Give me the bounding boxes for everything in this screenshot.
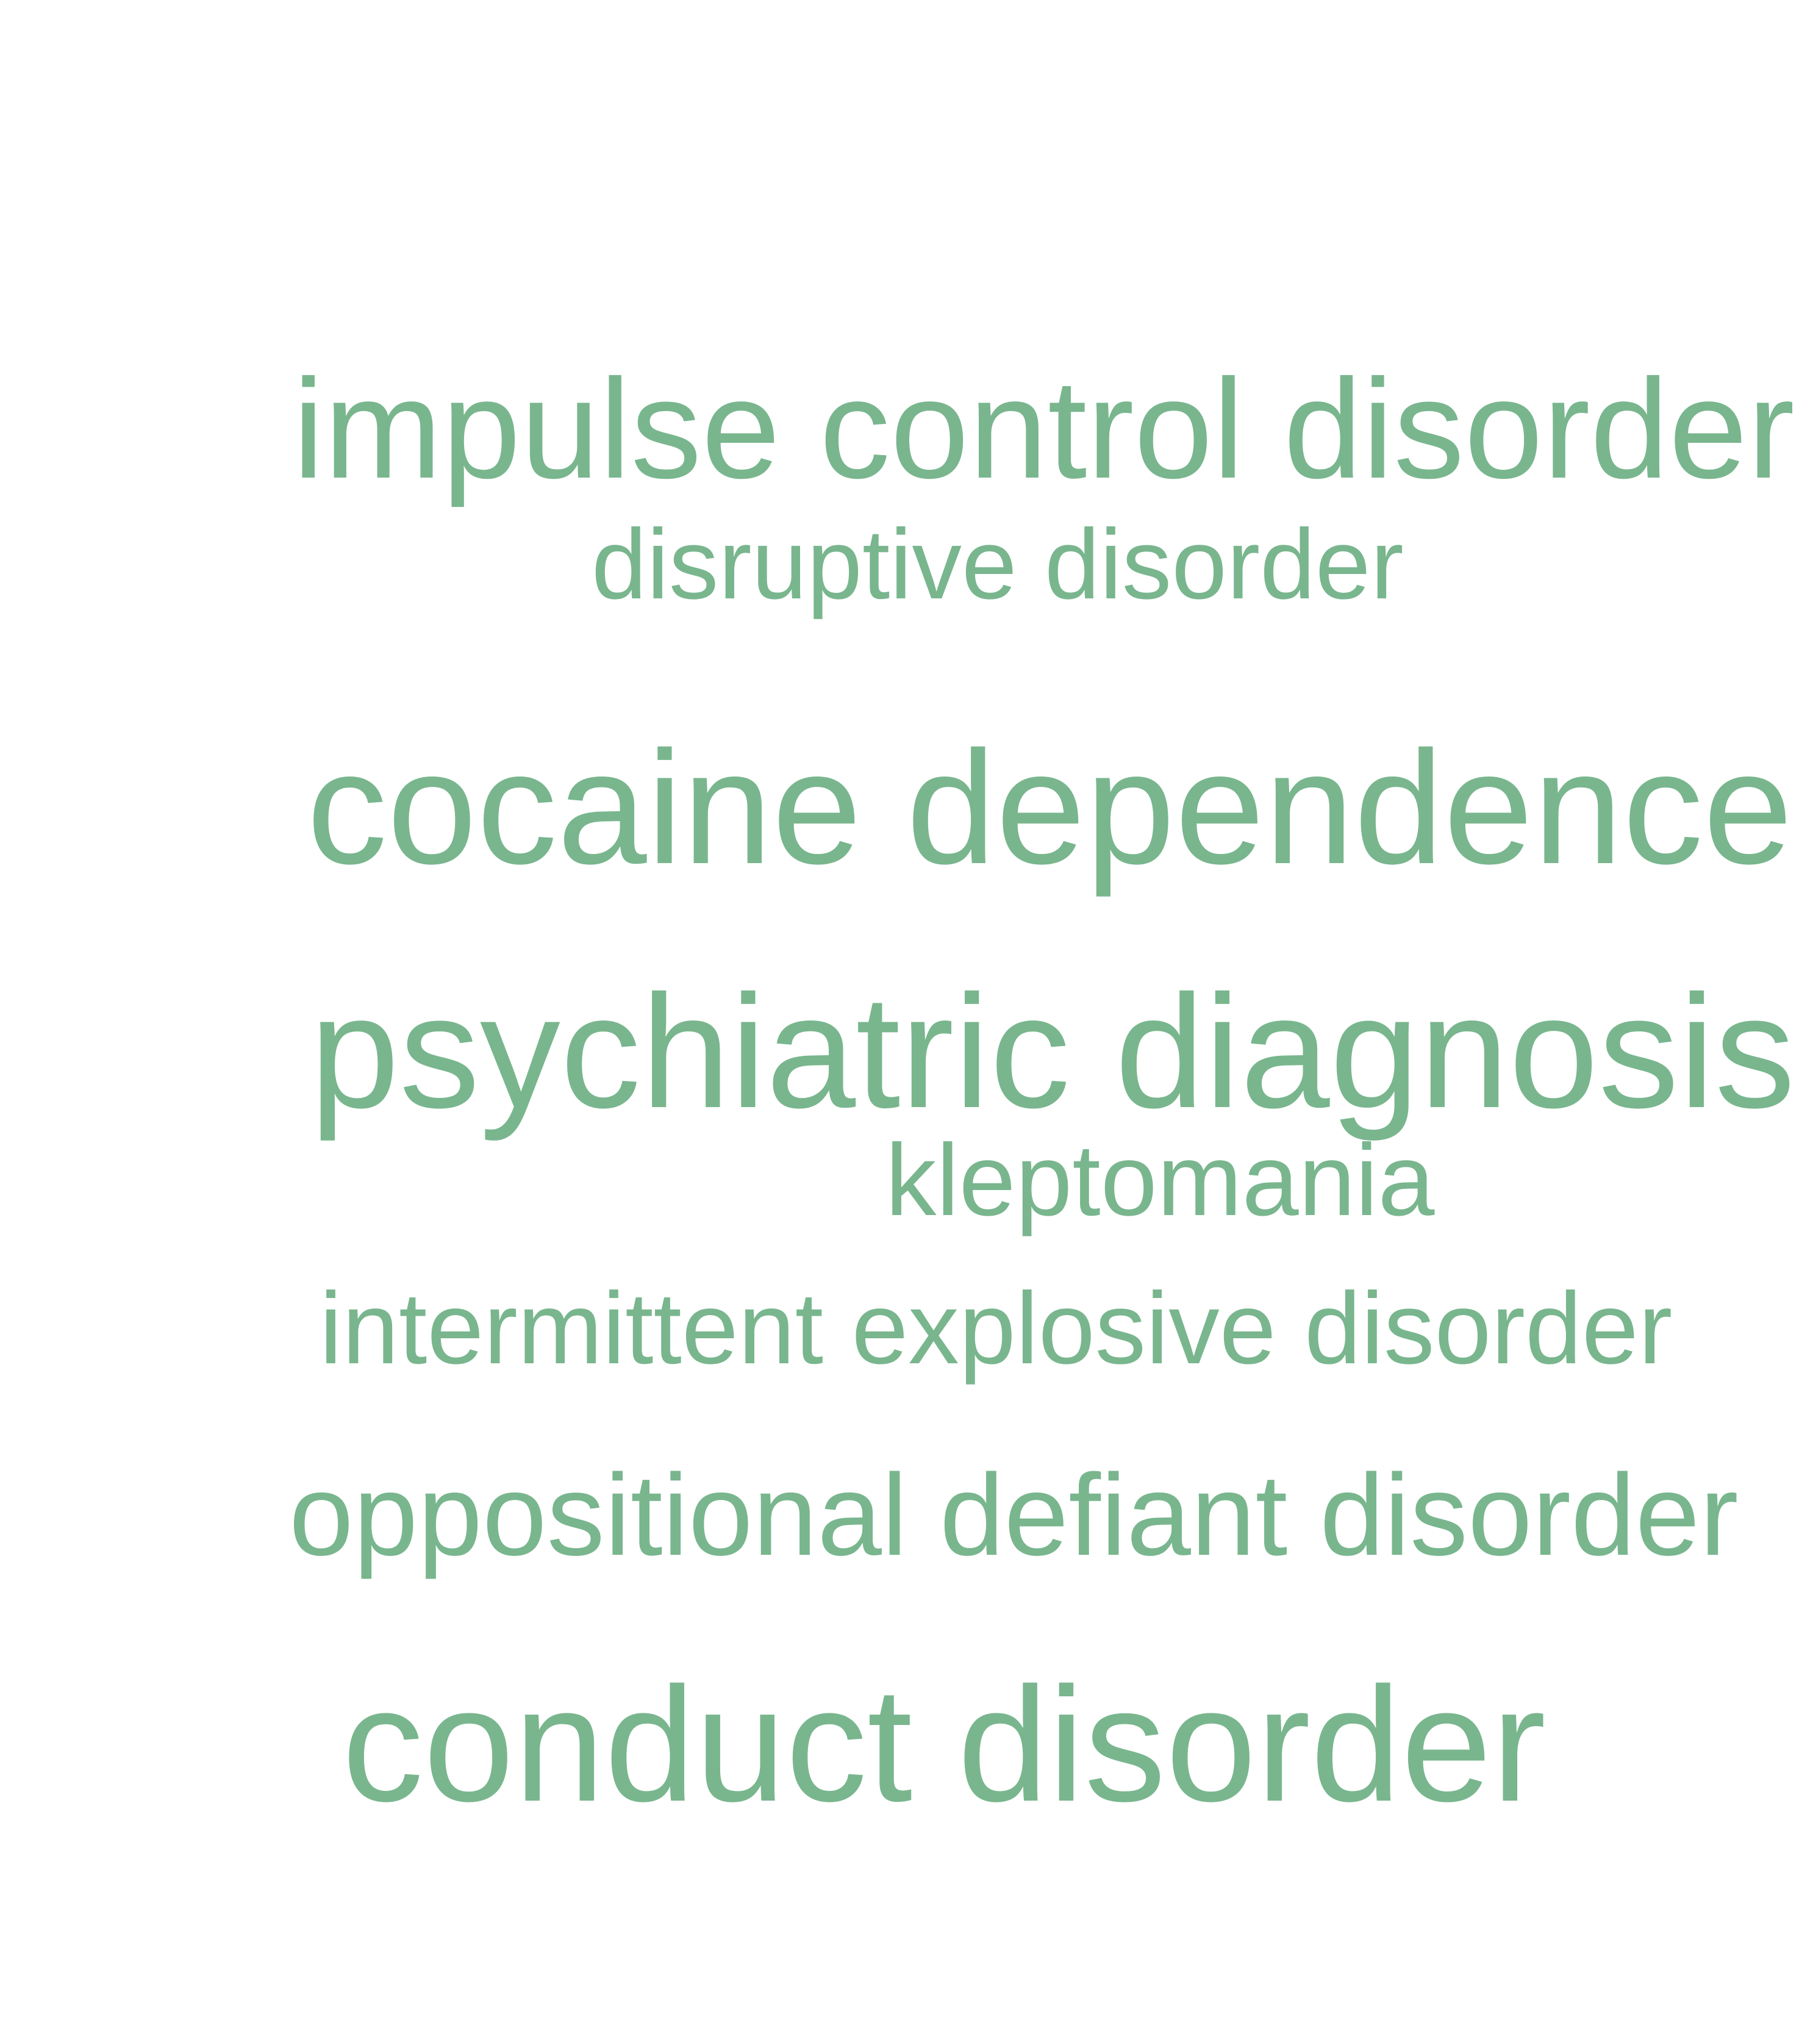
term-conduct-disorder: conduct disorder <box>342 1653 1546 1835</box>
term-psychiatric-diagnosis: psychiatric diagnosis <box>310 961 1795 1141</box>
term-disruptive-disorder: disruptive disorder <box>592 508 1404 620</box>
term-intermittent-explosive-disorder: intermittent explosive disorder <box>320 1272 1673 1385</box>
term-kleptomania: kleptomania <box>885 1124 1435 1237</box>
term-oppositional-defiant-disorder: oppositional defiant disorder <box>289 1451 1739 1580</box>
term-impulse-control-disorder: impulse control disorder <box>293 350 1795 508</box>
term-cocaine-dependence: cocaine dependence <box>307 717 1793 897</box>
